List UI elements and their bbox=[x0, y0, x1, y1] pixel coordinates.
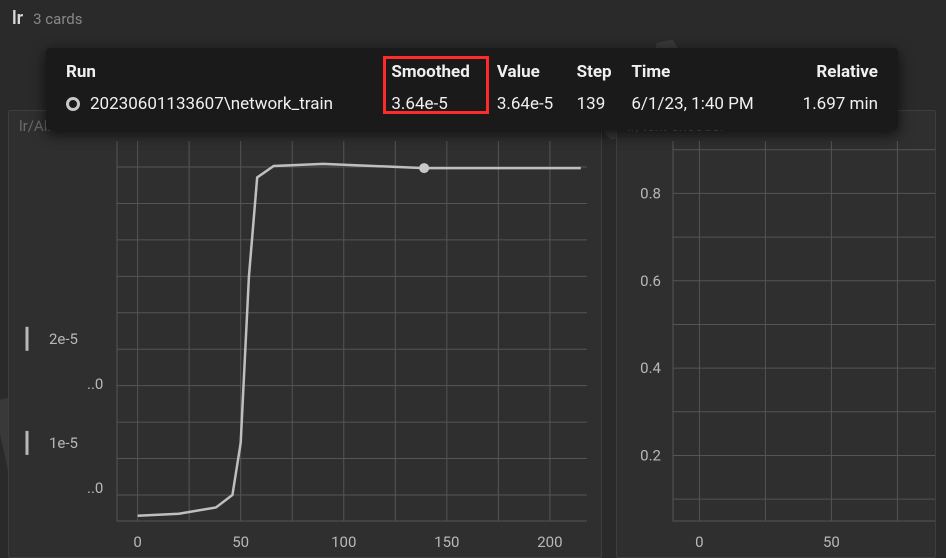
col-value: Value bbox=[491, 58, 571, 90]
svg-text:2e-5: 2e-5 bbox=[49, 330, 78, 348]
col-run: Run bbox=[60, 58, 385, 90]
section-header: lr 3 cards bbox=[0, 0, 946, 37]
svg-text:1e-5: 1e-5 bbox=[49, 434, 78, 452]
svg-text:100: 100 bbox=[331, 533, 356, 551]
svg-text:..0: ..0 bbox=[87, 479, 103, 497]
svg-text:0: 0 bbox=[133, 533, 141, 551]
svg-text:0.8: 0.8 bbox=[640, 184, 661, 202]
svg-text:0.6: 0.6 bbox=[640, 272, 661, 290]
col-step: Step bbox=[571, 58, 626, 90]
chart-card-lr-textenc[interactable]: lr/text encoder 0.20.40.60.8050 bbox=[616, 110, 936, 558]
col-time: Time bbox=[625, 58, 782, 90]
charts-row: lr/All 2e-5..01e-5..0050100150200 lr/tex… bbox=[0, 110, 946, 558]
svg-text:0: 0 bbox=[695, 533, 703, 551]
run-color-marker-icon bbox=[66, 97, 80, 111]
svg-text:0.4: 0.4 bbox=[640, 359, 661, 377]
svg-text:200: 200 bbox=[537, 533, 562, 551]
hover-tooltip: Run Smoothed Value Step Time Relative 20… bbox=[46, 48, 898, 130]
col-smoothed-label: Smoothed bbox=[391, 62, 469, 82]
svg-text:150: 150 bbox=[434, 533, 459, 551]
col-relative: Relative bbox=[782, 58, 884, 90]
cell-step: 139 bbox=[571, 90, 626, 118]
section-title[interactable]: lr bbox=[12, 8, 23, 29]
chart-plot-right[interactable]: 0.2 0.4 0.6 0.8 0 50 bbox=[617, 111, 936, 558]
run-name: 20230601133607\network_train bbox=[90, 94, 333, 114]
section-subtitle: 3 cards bbox=[33, 10, 82, 28]
cell-time: 6/1/23, 1:40 PM bbox=[625, 90, 782, 118]
svg-text:..0: ..0 bbox=[87, 375, 103, 393]
cell-smoothed: 3.64e-5 bbox=[385, 90, 490, 118]
chart-card-lr-all[interactable]: lr/All 2e-5..01e-5..0050100150200 bbox=[8, 110, 602, 558]
tooltip-table: Run Smoothed Value Step Time Relative 20… bbox=[60, 58, 884, 118]
run-cell: 20230601133607\network_train bbox=[66, 94, 379, 114]
cell-value: 3.64e-5 bbox=[491, 90, 571, 118]
svg-text:50: 50 bbox=[823, 533, 840, 551]
svg-text:0.2: 0.2 bbox=[640, 446, 661, 464]
tooltip-row: 20230601133607\network_train 3.64e-5 3.6… bbox=[60, 90, 884, 118]
col-smoothed: Smoothed bbox=[385, 58, 490, 90]
chart-plot-left[interactable]: 2e-5 ..0 1e-5 ..0 0 50 100 150 200 bbox=[9, 111, 602, 558]
svg-text:50: 50 bbox=[232, 533, 249, 551]
cell-relative: 1.697 min bbox=[782, 90, 884, 118]
